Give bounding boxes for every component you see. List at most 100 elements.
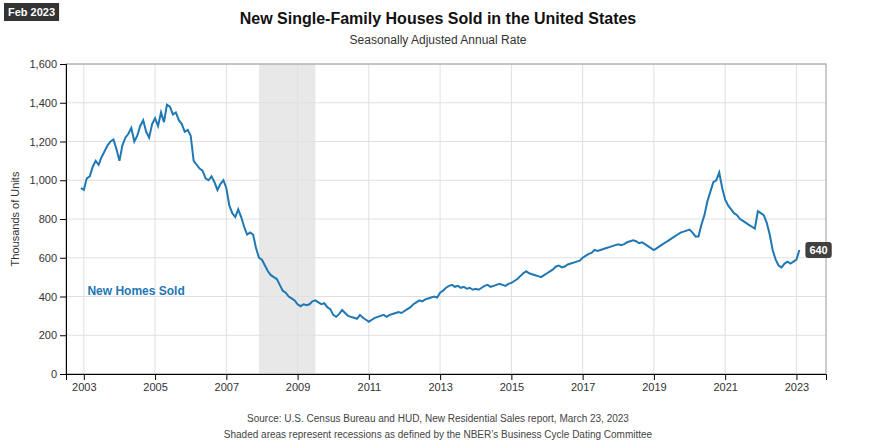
- y-tick-label: 1,400: [29, 97, 57, 109]
- grid-line-y: [66, 219, 826, 220]
- x-tick-mark: [796, 374, 797, 380]
- grid-line-x: [297, 64, 298, 374]
- grid-line-x: [725, 64, 726, 374]
- y-tick: 1,400: [29, 97, 66, 109]
- grid-line-y: [66, 180, 826, 181]
- x-tick: 2019: [642, 374, 666, 393]
- grid-line-x: [582, 64, 583, 374]
- grid-line-x: [83, 64, 84, 374]
- annotations: New Homes Sold 640: [87, 242, 831, 298]
- x-tick: 2011: [358, 374, 382, 393]
- y-tick-label: 1,600: [29, 58, 57, 70]
- x-axis-line: [67, 375, 827, 381]
- last-value-text: 640: [809, 244, 827, 256]
- x-tick-mark: [226, 374, 227, 380]
- y-tick-mark: [60, 374, 66, 375]
- y-tick-mark: [60, 180, 66, 181]
- x-tick: 2005: [143, 374, 167, 393]
- y-tick: 400: [39, 291, 66, 303]
- y-tick: 1,200: [29, 136, 66, 148]
- x-tick-mark: [654, 374, 655, 380]
- series-line: [81, 105, 800, 322]
- x-tick-mark: [511, 374, 512, 380]
- y-tick-label: 200: [39, 329, 57, 341]
- grid: [66, 64, 826, 374]
- grid-line-x: [511, 64, 512, 374]
- y-tick: 0: [51, 368, 66, 380]
- x-tick-mark: [440, 374, 441, 380]
- x-tick-label: 2017: [571, 381, 595, 393]
- date-label: Feb 2023: [8, 6, 55, 18]
- y-tick-label: 1,000: [29, 174, 57, 186]
- series-annotation: New Homes Sold: [87, 284, 184, 298]
- date-badge-box: [4, 3, 59, 21]
- subtitle: Seasonally Adjusted Annual Rate: [350, 33, 527, 47]
- grid-line-x: [368, 64, 369, 374]
- source: Source: U.S. Census Bureau and HUD, New …: [247, 413, 629, 424]
- y-tick: 1,000: [29, 174, 66, 186]
- x-tick-label: 2013: [428, 381, 452, 393]
- y-axis-line: [60, 65, 67, 375]
- y-axis-title: Thousands of Units: [9, 171, 21, 266]
- plot: 2003 2005 2007 2009 2011 2013 2015 2017 2019 2021…: [29, 58, 831, 393]
- x-axis: 2003 2005 2007 2009 2011 2013 2015 2017 2019 2021…: [67, 374, 827, 393]
- x-tick: 2023: [785, 374, 809, 393]
- x-tick: 2009: [286, 374, 310, 393]
- grid-line-x: [440, 64, 441, 374]
- y-tick-mark: [60, 258, 66, 259]
- y-tick: 1,600: [29, 58, 66, 70]
- grid-line-x: [226, 64, 227, 374]
- plot-frame: [66, 64, 826, 374]
- x-tick-label: 2019: [642, 381, 666, 393]
- y-tick-label: 1,200: [29, 136, 57, 148]
- last-value-label: 640: [805, 242, 831, 258]
- grid-line-y: [66, 257, 826, 258]
- y-tick-label: 400: [39, 291, 57, 303]
- x-tick: 2003: [72, 374, 96, 393]
- x-tick-mark: [369, 374, 370, 380]
- x-tick-label: 2021: [713, 381, 737, 393]
- x-tick: 2007: [215, 374, 239, 393]
- title: New Single-Family Houses Sold in the Uni…: [240, 10, 637, 27]
- grid-line-y: [66, 102, 826, 103]
- y-tick-label: 0: [51, 368, 57, 380]
- x-tick-label: 2015: [500, 381, 524, 393]
- y-tick: 800: [39, 213, 66, 225]
- x-tick-label: 2009: [286, 381, 310, 393]
- grid-line-x: [796, 64, 797, 374]
- x-tick-mark: [298, 374, 299, 380]
- x-tick-label: 2011: [358, 381, 382, 393]
- x-tick-label: 2007: [215, 381, 239, 393]
- x-tick-label: 2005: [143, 381, 167, 393]
- grid-line-y: [66, 335, 826, 336]
- x-tick: 2017: [571, 374, 595, 393]
- x-tick-mark: [725, 374, 726, 380]
- y-axis: 0 200 400 600 800 1,000 1,200 1,400 1,600: [29, 58, 66, 380]
- y-tick-mark: [60, 142, 66, 143]
- y-tick-label: 600: [39, 252, 57, 264]
- date-badge: Feb 2023: [4, 3, 59, 21]
- y-tick-mark: [60, 103, 66, 104]
- x-tick-label: 2003: [72, 381, 96, 393]
- y-tick-mark: [60, 297, 66, 298]
- x-tick: 2013: [428, 374, 452, 393]
- x-tick-mark: [583, 374, 584, 380]
- y-tick: 200: [39, 329, 66, 341]
- x-tick-label: 2023: [785, 381, 809, 393]
- series: [81, 105, 800, 322]
- chart: Feb 2023 New Single-Family Houses Sold in…: [0, 0, 876, 448]
- grid-line-y: [66, 141, 826, 142]
- y-tick-mark: [60, 219, 66, 220]
- y-tick-mark: [60, 64, 66, 65]
- y-tick: 600: [39, 252, 66, 264]
- x-tick-mark: [155, 374, 156, 380]
- y-tick-label: 800: [39, 213, 57, 225]
- grid-line-x: [155, 64, 156, 374]
- last-value-box: [805, 242, 831, 258]
- grid-line-x: [653, 64, 654, 374]
- note: Shaded areas represent recessions as def…: [224, 429, 653, 440]
- x-tick: 2015: [500, 374, 524, 393]
- x-tick: 2021: [713, 374, 737, 393]
- y-tick-mark: [60, 335, 66, 336]
- x-tick-mark: [84, 374, 85, 380]
